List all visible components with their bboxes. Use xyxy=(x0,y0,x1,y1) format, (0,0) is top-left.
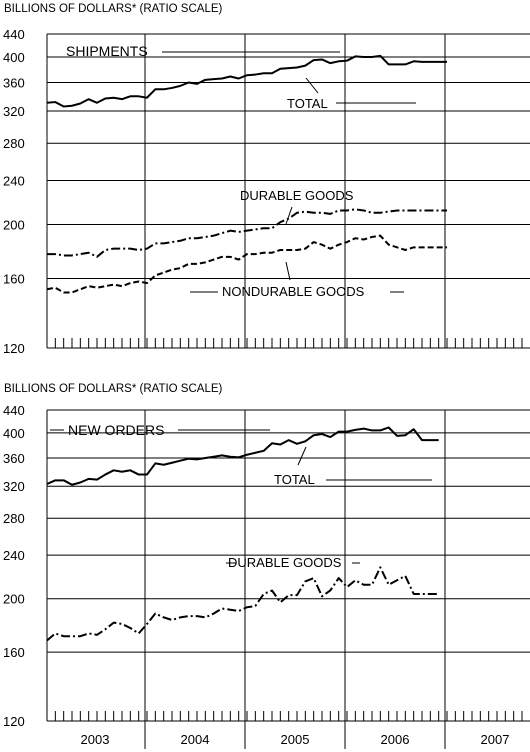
panel1-ytick-400: 400 xyxy=(3,50,25,65)
panel2-ytick-320: 320 xyxy=(3,479,25,494)
xtick-2003: 2003 xyxy=(81,732,110,747)
panel1-ytick-120: 120 xyxy=(3,341,25,356)
panel1-ytick-280: 280 xyxy=(3,136,25,151)
panel2-ytick-240: 240 xyxy=(3,548,25,563)
xtick-2007: 2007 xyxy=(481,732,510,747)
panel1-series-durable-goods xyxy=(47,208,447,258)
panel2-total-pointer xyxy=(297,446,307,466)
panel2-ytick-400: 400 xyxy=(3,426,25,441)
panel1-durable-pointer xyxy=(285,206,293,225)
panel1-ytick-320: 320 xyxy=(3,104,25,119)
panel2-series-total xyxy=(46,426,439,486)
panel2-ytick-160: 160 xyxy=(3,645,25,660)
panel1-title: SHIPMENTS xyxy=(66,43,148,59)
panel1-label-total: TOTAL xyxy=(287,96,328,111)
panel1-label-nondurable: NONDURABLE GOODS xyxy=(222,284,365,299)
panel2-label-durable: DURABLE GOODS xyxy=(228,555,342,570)
panel2-header: BILLIONS OF DOLLARS* (RATIO SCALE) xyxy=(4,383,223,395)
panel2-ytick-120: 120 xyxy=(3,714,25,729)
panel1-ytick-160: 160 xyxy=(3,271,25,286)
panel2-title: NEW ORDERS xyxy=(68,422,164,438)
panel2-ytick-280: 280 xyxy=(3,511,25,526)
xtick-2004: 2004 xyxy=(181,732,210,747)
panel1-ytick-240: 240 xyxy=(3,173,25,188)
panel2-ytick-360: 360 xyxy=(3,451,25,466)
panel2-series-durable-goods xyxy=(46,566,439,642)
panel2-ytick-440: 440 xyxy=(3,403,25,418)
panel1-ytick-440: 440 xyxy=(3,27,25,42)
panel1-series-total xyxy=(46,54,447,108)
xtick-2006: 2006 xyxy=(381,732,410,747)
xtick-2005: 2005 xyxy=(281,732,310,747)
panel1-series-nondurable-goods xyxy=(46,234,447,294)
panel1-header: BILLIONS OF DOLLARS* (RATIO SCALE) xyxy=(4,3,223,15)
panel1-label-durable: DURABLE GOODS xyxy=(240,188,354,203)
panel1-ytick-360: 360 xyxy=(3,75,25,90)
panel2-ytick-200: 200 xyxy=(3,592,25,607)
panel2-label-total: TOTAL xyxy=(274,472,315,487)
panel1-nondurable-pointer xyxy=(285,261,291,281)
panel1-total-pointer xyxy=(305,77,319,94)
panel1-ytick-200: 200 xyxy=(3,218,25,233)
